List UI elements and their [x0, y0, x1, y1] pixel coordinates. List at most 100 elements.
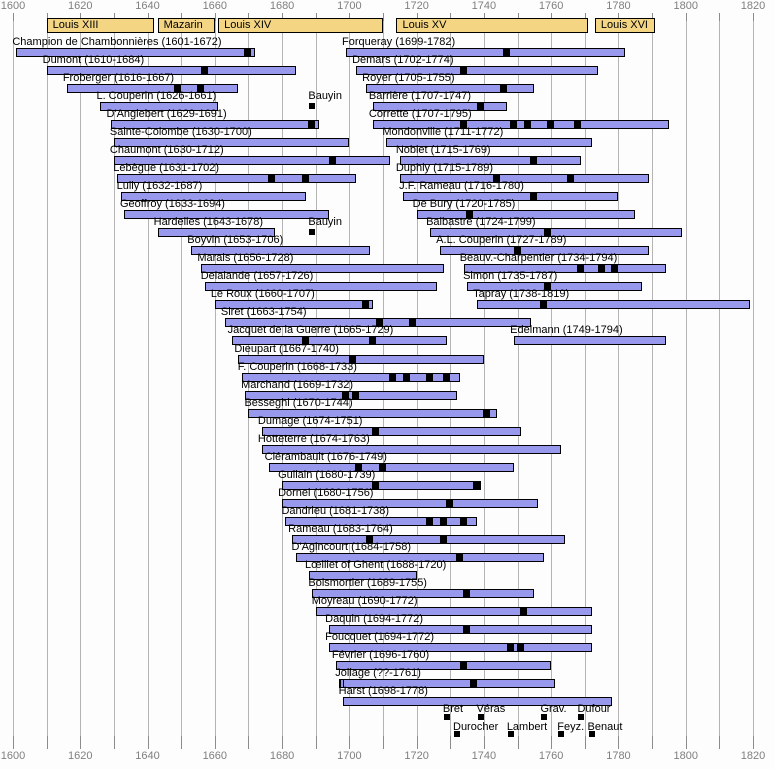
publication-marker [547, 121, 555, 129]
axis-tick-bottom [315, 736, 317, 749]
publication-marker [368, 337, 376, 345]
axis-tick-top [248, 13, 250, 21]
composer-label-d-anglebert: D'Anglebert (1629-1691) [106, 108, 227, 121]
composer-label-dornel: Dornel (1680-1756) [278, 486, 374, 499]
publication-marker [574, 121, 582, 129]
publication-marker [577, 265, 585, 273]
publication-only-marker-grav [541, 714, 548, 720]
composer-lifespan-bar-boismortier [312, 588, 535, 598]
axis-label-bottom: 1700 [337, 750, 362, 762]
axis-tick-bottom [181, 736, 183, 749]
axis-tick-top [113, 13, 115, 21]
composer-lifespan-bar-dieupart [238, 354, 484, 364]
axis-label-top: 1620 [68, 0, 93, 12]
composer-lifespan-bar-boyvin [191, 246, 370, 256]
publication-marker [476, 103, 484, 111]
publication-only-marker-durocher [454, 731, 460, 737]
composer-label-edelmann: Edelmann (1749-1794) [510, 324, 623, 337]
composer-label-guilain: Guilain (1680-1739) [278, 468, 376, 481]
publication-marker [493, 175, 501, 183]
axis-tick-bottom [450, 736, 452, 749]
composer-label-chaumont: Chaumont (1630-1712) [109, 144, 224, 157]
composer-lifespan-bar-sainte-colombe [113, 138, 350, 148]
publication-marker [510, 121, 518, 129]
publication-marker [523, 121, 531, 129]
publication-marker [365, 535, 373, 543]
publication-only-label-bret: Bret [442, 703, 464, 715]
composer-lifespan-bar-lully [120, 192, 306, 202]
grid-line [551, 21, 553, 736]
axis-tick-top [753, 13, 754, 21]
axis-tick-top [315, 13, 317, 21]
composer-lifespan-bar-a-l-couperin [440, 246, 649, 256]
composer-lifespan-bar-royer [366, 84, 535, 94]
composer-label-le-roux: Le Roux (1660-1707) [210, 288, 315, 301]
composer-label-a-l-couperin: A.L. Couperin (1727-1789) [436, 234, 567, 247]
axis-tick-bottom [685, 736, 687, 749]
composer-lifespan-bar-mondonville [386, 138, 592, 148]
publication-marker [503, 49, 511, 56]
publication-marker [459, 662, 467, 670]
composer-lifespan-bar-hardelles [157, 228, 276, 238]
publication-marker [543, 229, 551, 237]
grid-line [584, 21, 586, 736]
composer-lifespan-bar-balbastre [430, 228, 683, 238]
composer-label-sainte-colombe: Sainte-Colombe (1630-1700) [109, 126, 252, 139]
publication-marker [328, 157, 336, 165]
axis-tick-top [416, 13, 418, 21]
composer-lifespan-bar-leb-gue [117, 174, 357, 184]
publication-marker [463, 625, 471, 633]
grid-line [483, 21, 485, 736]
composer-lifespan-bar-dumage [261, 426, 521, 436]
axis-tick-bottom [147, 736, 149, 749]
composer-lifespan-bar-dandrieu [285, 516, 478, 526]
composer-label-boismortier: Boismortier (1689-1755) [308, 576, 427, 589]
publication-marker [469, 680, 477, 688]
uncertain-start-hatch [340, 680, 347, 688]
axis-label-top: 1820 [740, 0, 766, 12]
publication-marker [459, 517, 467, 525]
publication-marker [483, 409, 491, 417]
composer-lifespan-bar-champion-de-chambonni-res [16, 48, 256, 57]
publication-marker [543, 283, 551, 291]
axis-tick-bottom [652, 736, 654, 749]
publication-only-marker-v-ras [477, 714, 484, 720]
composer-lifespan-bar-hotteterre [261, 444, 562, 454]
publication-marker [342, 391, 349, 399]
publication-only-label-grav: Grav. [540, 703, 567, 715]
axis-tick-top [551, 13, 553, 21]
publication-marker [426, 373, 434, 381]
annotation-label-bauyin: Bauyin [308, 90, 342, 103]
axis-tick-top [483, 13, 485, 21]
composer-label-royer: Royer (1705-1755) [362, 72, 455, 85]
composer-label-harst: Harst (1698-1778) [338, 685, 428, 698]
grid-line [147, 21, 149, 736]
composer-label-d-agincourt: D'Agincourt (1684-1758) [291, 540, 412, 553]
reign-bar-louis-xv: Louis XV [396, 18, 589, 33]
composer-lifespan-bar-geoffroy [124, 210, 330, 220]
composer-label-froberger: Froberger (1616-1667) [62, 72, 175, 85]
publication-marker [567, 175, 575, 183]
composer-label-corrette: Corrette (1707-1795) [368, 108, 472, 121]
axis-tick-bottom [618, 736, 620, 749]
composer-label-tapray: Tapray (1738-1819) [473, 288, 570, 301]
composer-lifespan-bar-f-couperin [241, 372, 461, 382]
publication-marker [530, 157, 538, 165]
publication-marker [516, 643, 524, 651]
axis-tick-bottom [13, 736, 14, 749]
composer-label-simon: Simon (1735-1787) [463, 270, 558, 283]
publication-marker [362, 301, 370, 309]
axis-tick-bottom [80, 736, 82, 749]
composer-lifespan-bar-froberger [66, 84, 239, 94]
axis-label-top: 1780 [606, 0, 631, 12]
reign-bar-louis-xiv: Louis XIV [218, 18, 383, 33]
composer-lifespan-bar-d-anglebert [110, 120, 320, 130]
axis-tick-top [13, 13, 14, 21]
composer-lifespan-bar-noblet [399, 156, 582, 166]
axis-tick-top [383, 13, 384, 21]
composer-lifespan-bar-beauv-charpentier [463, 264, 666, 274]
composer-label-besseghi: Besseghi (1670-1744) [244, 396, 353, 409]
composer-lifespan-bar-jollage [339, 679, 555, 689]
composer-label-mondonville: Mondonville (1711-1772) [382, 126, 504, 139]
publication-only-marker-dufour [578, 714, 585, 720]
